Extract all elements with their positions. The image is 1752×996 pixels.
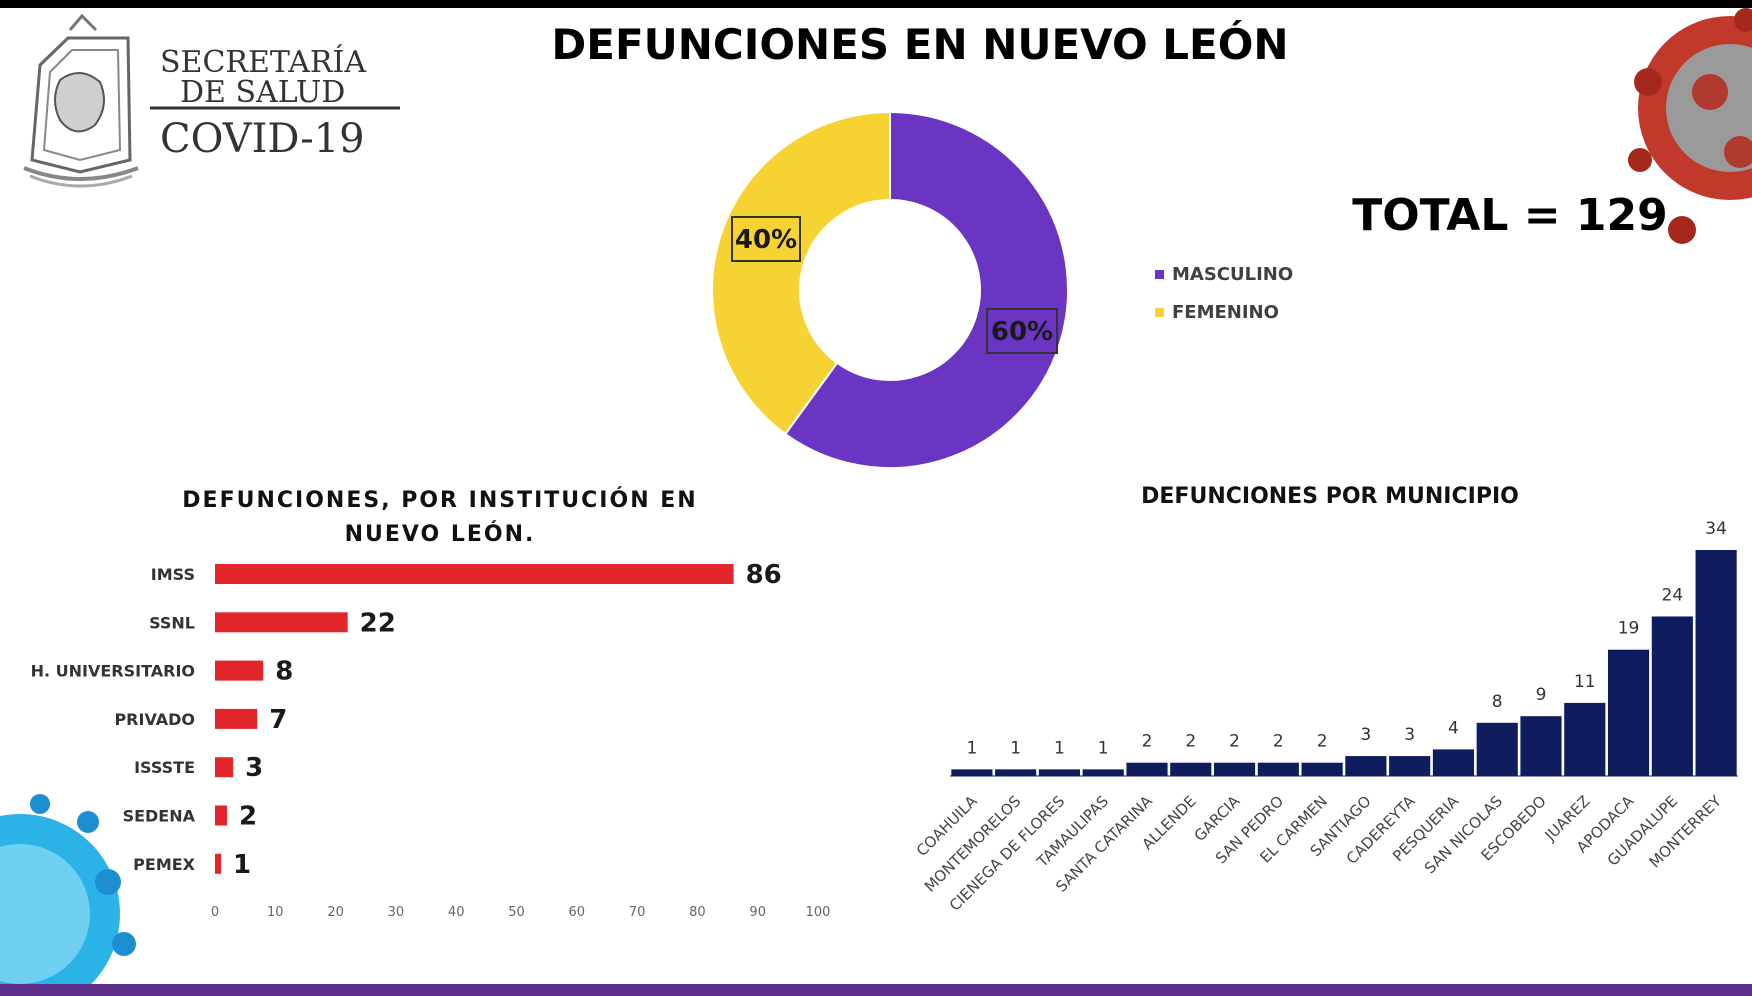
donut-label-masculino: 60% xyxy=(991,317,1053,347)
donut-legend: MASCULINO FEMENINO xyxy=(1155,255,1293,331)
municipio-value-san-nicolas: 8 xyxy=(1492,692,1503,712)
institution-tick-70: 70 xyxy=(629,905,646,920)
donut-slice-masculino xyxy=(783,110,1069,469)
municipio-bar-garcia xyxy=(1213,762,1256,776)
municipio-bar-san-nicolas xyxy=(1476,722,1518,776)
donut-label-box-masculino xyxy=(986,308,1058,354)
institution-tick-0: 0 xyxy=(211,905,219,920)
institution-tick-30: 30 xyxy=(388,905,405,920)
municipio-bar-escobedo xyxy=(1520,716,1562,776)
institution-value-pemex: 1 xyxy=(233,850,251,880)
municipio-value-guadalupe: 24 xyxy=(1662,585,1684,605)
org-line-2: DE SALUD xyxy=(180,75,345,110)
municipio-bar-coahuila xyxy=(951,769,993,776)
gender-donut-chart: 40% 60% xyxy=(700,100,1080,480)
institution-bar-sedena xyxy=(215,805,228,826)
institution-value-privado: 7 xyxy=(269,705,287,735)
municipio-value-cienega-de-flores: 1 xyxy=(1054,738,1065,758)
institution-tick-40: 40 xyxy=(448,905,465,920)
municipio-value-el-carmen: 2 xyxy=(1317,732,1328,752)
top-border xyxy=(0,0,1752,8)
municipio-value-allende: 2 xyxy=(1185,732,1196,752)
municipio-value-garcia: 2 xyxy=(1229,732,1240,752)
coronavirus-blue-icon xyxy=(0,794,136,984)
institution-bar-privado xyxy=(215,708,258,729)
legend-label-masculino: MASCULINO xyxy=(1172,263,1294,285)
municipio-bar-cadereyta xyxy=(1389,756,1431,776)
institution-bar-issste xyxy=(215,757,234,778)
institution-label-issste: ISSSTE xyxy=(134,758,195,777)
municipio-value-san-pedro: 2 xyxy=(1273,732,1284,752)
legend-item-masculino: MASCULINO xyxy=(1155,255,1293,293)
footer-bar xyxy=(0,984,1752,996)
donut-slice-femenino xyxy=(711,110,891,436)
org-line-1: SECRETARÍA xyxy=(160,44,366,80)
org-line-3: COVID-19 xyxy=(160,116,365,162)
municipio-bar-cienega-de-flores xyxy=(1038,769,1081,776)
municipio-value-apodaca: 19 xyxy=(1618,619,1640,639)
institution-bar-ssnl xyxy=(215,612,348,633)
institution-label-h-universitario: H. UNIVERSITARIO xyxy=(31,662,195,681)
institution-label-imss: IMSS xyxy=(151,565,195,584)
institution-value-imss: 86 xyxy=(746,560,782,590)
municipio-value-montemorelos: 1 xyxy=(1010,738,1021,758)
institution-bar-pemex xyxy=(215,853,222,874)
institution-value-h-universitario: 8 xyxy=(275,657,293,687)
legend-label-femenino: FEMENINO xyxy=(1172,301,1279,323)
institution-tick-100: 100 xyxy=(806,905,831,920)
page-title: DEFUNCIONES EN NUEVO LEÓN xyxy=(551,20,1289,69)
municipio-value-santiago: 3 xyxy=(1360,725,1371,745)
municipio-bar-san-pedro xyxy=(1257,762,1299,776)
institution-tick-60: 60 xyxy=(569,905,586,920)
institution-value-sedena: 2 xyxy=(239,802,257,832)
municipio-value-santa-catarina: 2 xyxy=(1142,732,1153,752)
institution-value-issste: 3 xyxy=(245,753,263,783)
municipio-value-escobedo: 9 xyxy=(1536,685,1547,705)
institution-label-sedena: SEDENA xyxy=(123,807,196,826)
institution-tick-50: 50 xyxy=(508,905,525,920)
municipio-bar-juarez xyxy=(1564,702,1606,776)
municipio-bar-santa-catarina xyxy=(1126,762,1168,776)
municipio-value-pesqueria: 4 xyxy=(1448,718,1459,738)
donut-label-femenino: 40% xyxy=(735,225,797,255)
institution-tick-90: 90 xyxy=(749,905,766,920)
institution-bar-chart: IMSS 86 SSNL 22 H. UNIVERSITARIO 8 PRIVADO 7 ISS… xyxy=(0,555,860,940)
municipio-bar-allende xyxy=(1170,762,1212,776)
institution-label-privado: PRIVADO xyxy=(114,710,195,729)
institution-tick-10: 10 xyxy=(267,905,284,920)
municipio-value-juarez: 11 xyxy=(1574,672,1596,692)
municipio-value-tamaulipas: 1 xyxy=(1098,738,1109,758)
municipio-bar-pesqueria xyxy=(1432,749,1475,776)
municipio-bar-chart: 1 COAHUILA 1 MONTEMORELOS 1 CIENEGA DE FLORES… xyxy=(880,496,1752,980)
municipio-bar-guadalupe xyxy=(1651,616,1693,776)
institution-label-pemex: PEMEX xyxy=(133,855,196,874)
municipio-bar-el-carmen xyxy=(1301,762,1343,776)
municipio-bar-santiago xyxy=(1345,756,1387,776)
municipio-bar-apodaca xyxy=(1607,649,1650,776)
coronavirus-red-icon xyxy=(1628,8,1752,244)
state-seal-icon xyxy=(23,13,139,188)
legend-item-femenino: FEMENINO xyxy=(1155,293,1293,331)
total-deaths: TOTAL = 129 xyxy=(1352,190,1668,241)
municipio-value-monterrey: 34 xyxy=(1705,519,1727,539)
institution-tick-20: 20 xyxy=(327,905,344,920)
institution-bar-imss xyxy=(215,564,734,584)
institution-value-ssnl: 22 xyxy=(360,608,396,638)
municipio-value-coahuila: 1 xyxy=(966,738,977,758)
municipio-chart-title: DEFUNCIONES POR MUNICIPIO xyxy=(1141,484,1519,509)
institution-bar-h-universitario xyxy=(215,660,264,681)
institution-label-ssnl: SSNL xyxy=(149,613,195,632)
secretaria-de-salud-logo: SECRETARÍA DE SALUD COVID-19 xyxy=(10,10,410,190)
institution-chart-title: DEFUNCIONES, POR INSTITUCIÓN EN NUEVO LE… xyxy=(182,488,698,547)
municipio-value-cadereyta: 3 xyxy=(1404,725,1415,745)
municipio-bar-tamaulipas xyxy=(1082,769,1124,776)
institution-tick-80: 80 xyxy=(689,905,706,920)
donut-label-box-femenino xyxy=(731,216,801,262)
legend-swatch-masculino xyxy=(1155,269,1164,279)
legend-swatch-femenino xyxy=(1155,307,1164,317)
municipio-bar-monterrey xyxy=(1695,550,1737,776)
municipio-bar-montemorelos xyxy=(995,769,1037,776)
